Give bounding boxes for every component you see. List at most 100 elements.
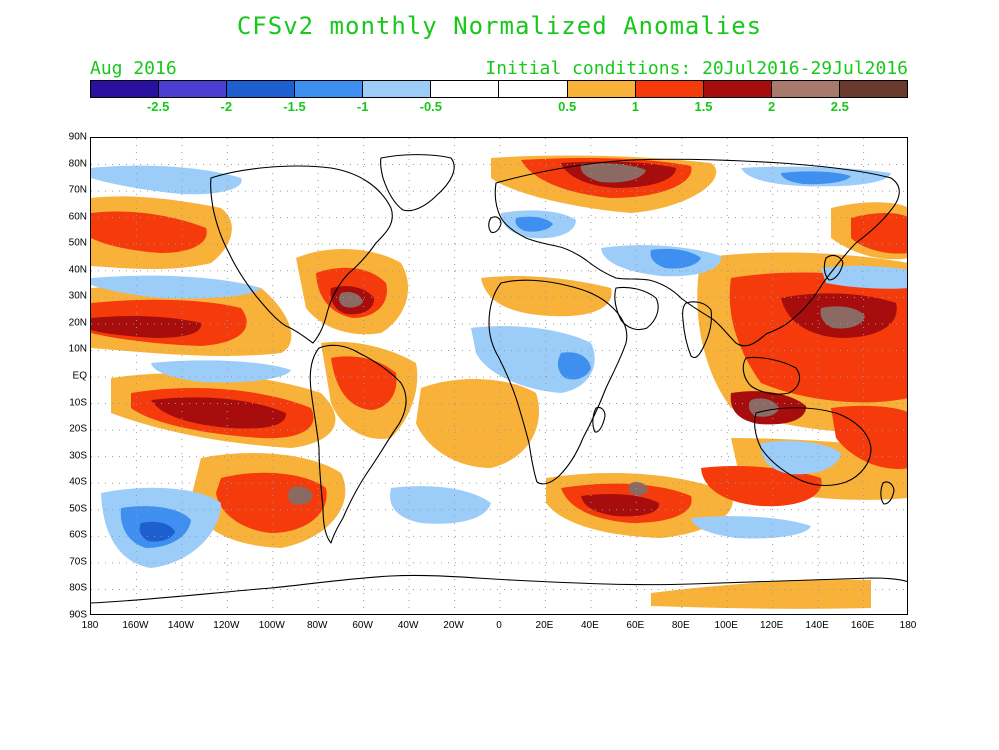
anomaly-darkred-enpac bbox=[91, 315, 202, 338]
latitude-label: 90S bbox=[69, 609, 87, 621]
colorbar-swatch bbox=[227, 81, 296, 97]
coastlines bbox=[91, 154, 907, 604]
colorbar-label: -1.5 bbox=[283, 99, 306, 114]
latitude-label: 10N bbox=[68, 343, 87, 355]
coastline-south-america bbox=[309, 344, 407, 544]
colorbar-label: -2.5 bbox=[146, 99, 170, 114]
anomaly-brown-arctic bbox=[580, 163, 646, 183]
coastline-north-america bbox=[210, 165, 393, 344]
longitude-label: 140E bbox=[805, 620, 829, 631]
longitude-label: 100W bbox=[258, 620, 285, 631]
anomaly-darkred-southern bbox=[581, 494, 660, 517]
anomaly-orange-mideast bbox=[481, 276, 612, 317]
colorbar-swatch bbox=[431, 81, 500, 97]
colorbar-label: 1 bbox=[631, 99, 639, 114]
colorbar-swatch bbox=[499, 81, 568, 97]
latitude-label: 60N bbox=[68, 211, 87, 223]
coastline-uk bbox=[488, 216, 502, 234]
latitude-label: 90N bbox=[68, 131, 87, 143]
latitude-label: 40S bbox=[69, 476, 87, 488]
colorbar-label: 2 bbox=[768, 99, 776, 114]
colorbar-label: 1.5 bbox=[694, 99, 713, 114]
longitude-label: 140W bbox=[167, 620, 194, 631]
anomaly-blue-africa-east bbox=[557, 352, 591, 380]
anomaly-brown-maritime bbox=[748, 398, 779, 417]
colorbar-swatch bbox=[567, 81, 636, 97]
coastline-japan bbox=[823, 254, 844, 281]
longitude-label: 120W bbox=[213, 620, 240, 631]
map-title: CFSv2 monthly Normalized Anomalies bbox=[236, 12, 763, 40]
colorbar-swatch bbox=[159, 81, 228, 97]
coastline-new-zealand bbox=[880, 481, 895, 505]
colorbar-label: -0.5 bbox=[419, 99, 443, 114]
colorbar-swatch bbox=[703, 81, 772, 97]
longitude-label: 80W bbox=[306, 620, 328, 631]
longitude-label: 100E bbox=[714, 620, 738, 631]
anomaly-lightblue-australia bbox=[760, 440, 841, 475]
latitude-label: 60S bbox=[69, 529, 87, 541]
longitude-label: 40E bbox=[580, 620, 599, 631]
colorbar-label: 2.5 bbox=[830, 99, 849, 114]
anomaly-red-npac-nw bbox=[851, 213, 907, 254]
latitude-label: 50N bbox=[68, 237, 87, 249]
latitude-label: 70S bbox=[69, 556, 87, 568]
coastline-australia bbox=[754, 407, 872, 487]
longitude-label: 0 bbox=[496, 620, 502, 631]
coastline-africa bbox=[488, 279, 628, 485]
anomaly-brown-natl bbox=[338, 292, 363, 308]
anomaly-orange-antarctic-coast bbox=[651, 579, 871, 609]
colorbar-label: 0.5 bbox=[558, 99, 577, 114]
coastline-eurasia bbox=[494, 158, 900, 347]
longitude-label: 180 bbox=[81, 620, 99, 631]
longitude-label: 60W bbox=[352, 620, 373, 631]
anomaly-blue-europe bbox=[515, 216, 553, 232]
anomaly-darkblue-south-pacific bbox=[139, 521, 175, 542]
colorbar-swatch bbox=[295, 81, 364, 97]
colorbar-swatch bbox=[771, 81, 840, 97]
anomaly-map-canvas bbox=[91, 138, 907, 614]
latitude-label: 30S bbox=[69, 450, 87, 462]
latitude-label: 10S bbox=[69, 397, 87, 409]
anomaly-lightblue-npac-mid bbox=[821, 265, 907, 289]
longitude-label: 160W bbox=[122, 620, 149, 631]
longitude-label: 80E bbox=[671, 620, 690, 631]
colorbar-swatch bbox=[635, 81, 704, 97]
anomaly-lightblue-antarctic-pac bbox=[691, 516, 811, 539]
anomaly-blue-asia bbox=[650, 248, 701, 269]
latitude-label: 40N bbox=[68, 264, 87, 276]
longitude-label: 60E bbox=[626, 620, 645, 631]
colorbar-swatch bbox=[839, 81, 907, 97]
valid-month: Aug 2016 bbox=[90, 58, 177, 79]
anomaly-brown-southern bbox=[628, 481, 648, 496]
longitude-label: 20E bbox=[535, 620, 554, 631]
anomaly-red-npac-north bbox=[91, 211, 207, 253]
coastline-indonesia bbox=[742, 356, 801, 395]
anomaly-lightblue-epac-eq bbox=[151, 360, 291, 383]
latitude-label: 30N bbox=[68, 290, 87, 302]
anomaly-lightblue-npac-north bbox=[91, 165, 242, 195]
colorbar-swatch bbox=[363, 81, 432, 97]
initial-conditions: Initial conditions: 20Jul2016-29Jul2016 bbox=[485, 58, 908, 79]
anomaly-darkred-spac bbox=[151, 397, 287, 429]
anomaly-orange-satl bbox=[416, 378, 539, 468]
colorbar-swatch bbox=[91, 81, 160, 97]
coastline-greenland bbox=[380, 154, 455, 212]
latitude-label: 80N bbox=[68, 158, 87, 170]
anomaly-red-aus-east bbox=[831, 405, 907, 469]
latitude-label: 50S bbox=[69, 503, 87, 515]
latitude-label: EQ bbox=[72, 370, 87, 382]
anomaly-brown-sepac bbox=[288, 486, 313, 505]
coastline-india bbox=[682, 301, 713, 359]
latitude-label: 70N bbox=[68, 184, 87, 196]
anomaly-map bbox=[90, 137, 908, 615]
latitude-label: 20S bbox=[69, 423, 87, 435]
longitude-label: 20W bbox=[443, 620, 464, 631]
anomaly-blue-arctic-east bbox=[781, 171, 851, 185]
coastline-madagascar bbox=[592, 406, 606, 433]
colorbar-label: -1 bbox=[356, 99, 369, 114]
colorbar-labels: -2.5 -2 -1.5 -1 -0.5 0.5 1 1.5 2 2.5 bbox=[90, 99, 908, 117]
anomaly-lightblue-npac bbox=[91, 275, 261, 299]
anomaly-fields bbox=[91, 155, 907, 609]
coastline-arabia bbox=[614, 286, 659, 331]
longitude-label: 40W bbox=[397, 620, 419, 631]
